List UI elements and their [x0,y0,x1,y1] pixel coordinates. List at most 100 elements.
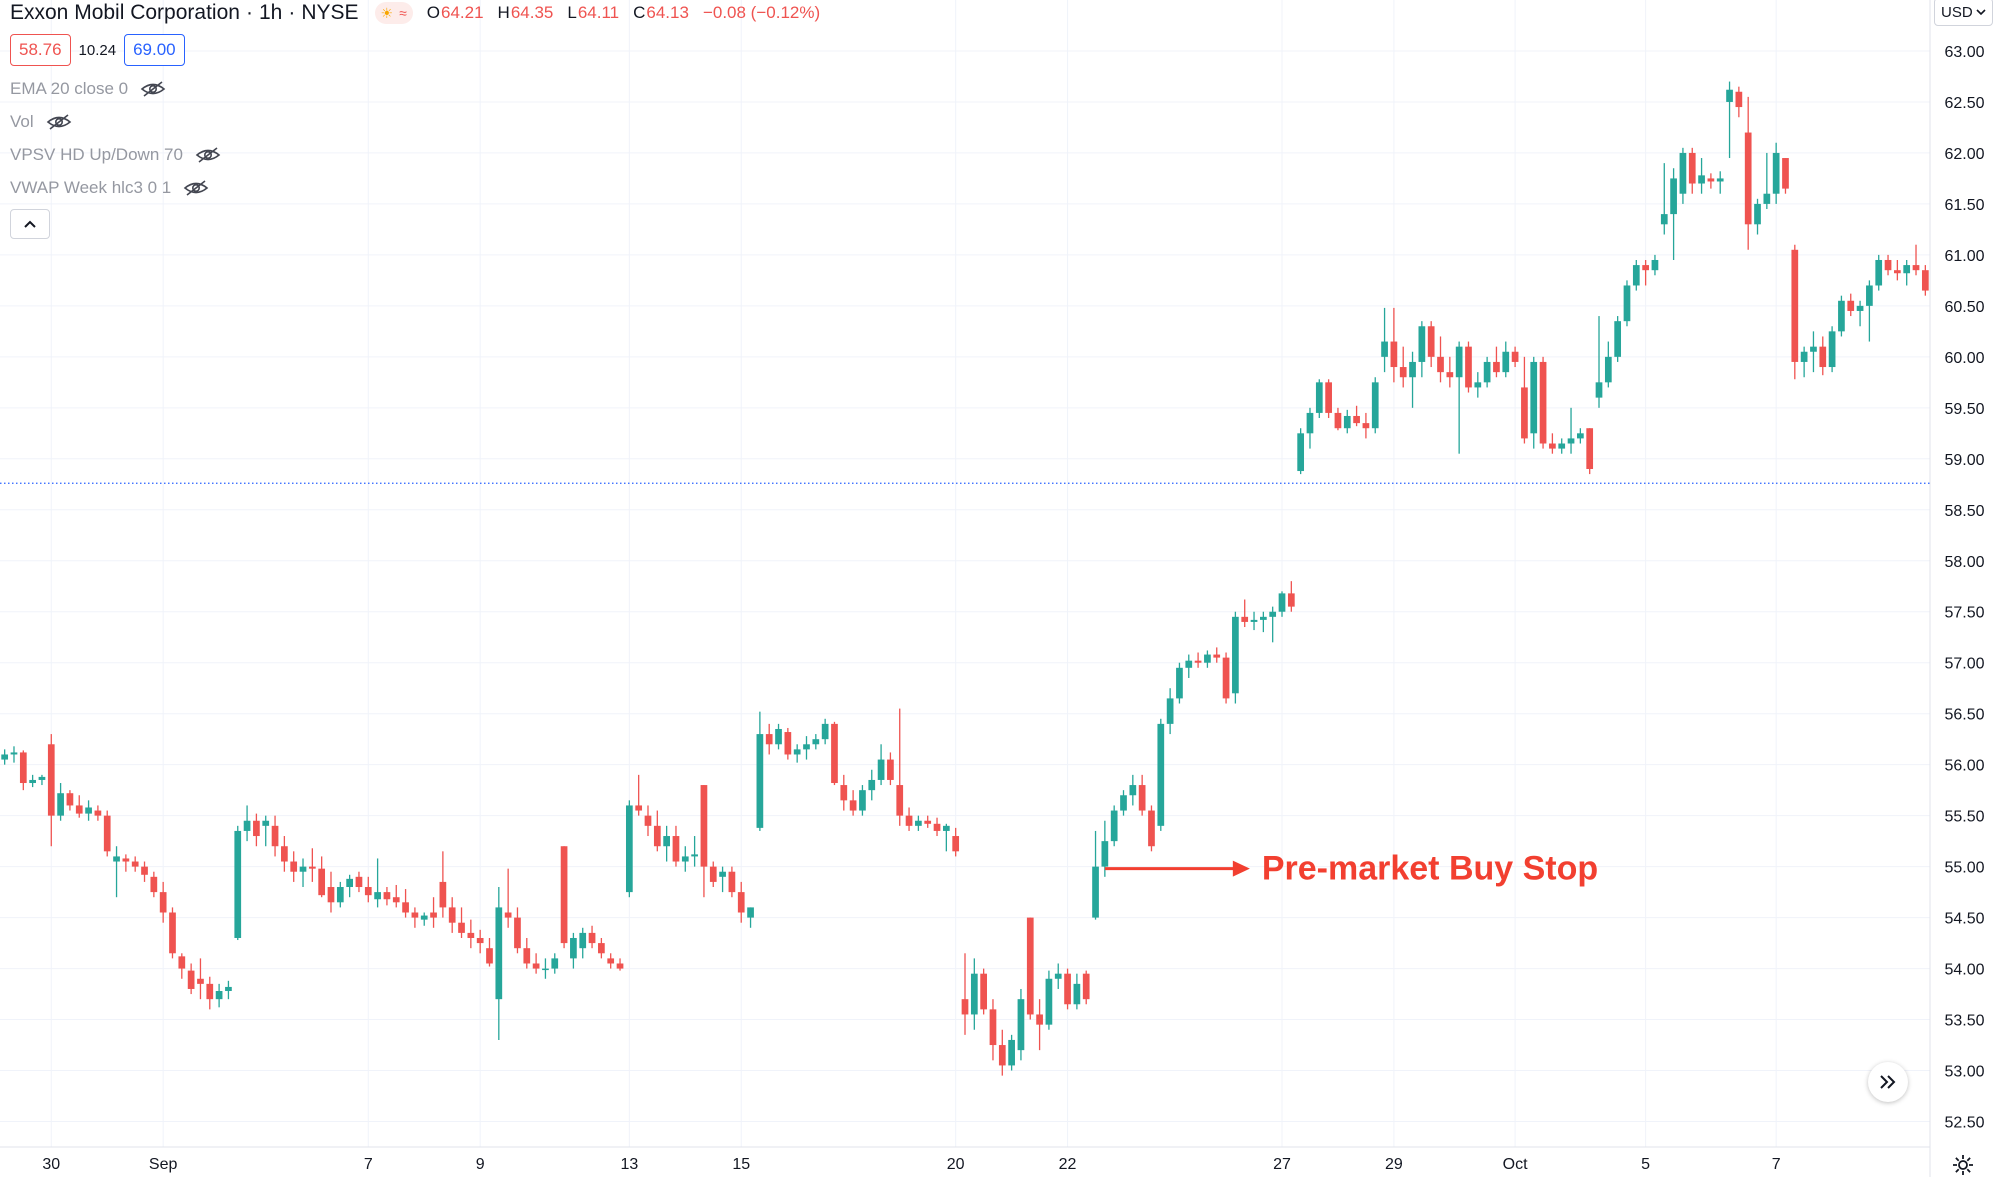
indicator-ema[interactable]: EMA 20 close 0 [10,77,166,101]
candle [961,953,969,1035]
candle [588,925,596,949]
market-status-badge[interactable]: ☀ ≈ [374,2,413,24]
candle [868,769,876,801]
candle [1754,198,1761,235]
indicator-label: Vol [10,112,34,131]
candle [318,856,326,898]
candle-body [1465,346,1472,388]
candle-body [1287,593,1295,607]
candle-body [1129,785,1137,796]
candle-body [821,723,829,740]
candle [1716,171,1724,194]
candle [1819,336,1827,376]
candle [1427,321,1435,368]
candle [495,887,503,1040]
candle-body [905,815,913,826]
candle [653,810,661,852]
chart-settings-button[interactable] [1950,1152,1976,1178]
candle-body [970,973,978,1015]
hidden-eye-icon[interactable] [195,146,221,164]
candle [103,810,111,857]
candle-body [775,728,782,745]
open-value: 64.21 [440,3,484,22]
candle [206,976,214,1010]
hidden-eye-icon[interactable] [46,113,72,131]
candle-body [1614,321,1622,357]
candle [1810,331,1817,373]
candle-body [281,846,288,862]
buy-price-button[interactable]: 69.00 [124,34,185,66]
candle-body [262,820,270,826]
candle-body [1120,795,1127,811]
indicator-vpsv[interactable]: VPSV HD Up/Down 70 [10,143,221,167]
candle-body [849,800,857,811]
candle-body [159,892,167,913]
hidden-eye-icon[interactable] [183,179,209,197]
candle-body [1847,300,1855,311]
close-value: 64.13 [646,3,689,22]
candles [1,81,1929,1076]
y-tick-label: 57.50 [1944,605,1984,622]
header-separator: · [288,1,296,24]
y-tick-label: 58.50 [1944,503,1984,520]
candle-body [1903,265,1911,274]
candle [1194,652,1202,668]
candle-body [1194,660,1202,663]
candle-body [19,752,27,784]
candle [1791,244,1799,380]
candle [1679,147,1687,204]
candle-body [1455,346,1463,378]
candle-body [1399,367,1407,378]
candle [1,749,9,765]
candle-body [1856,305,1864,311]
y-tick-label: 59.50 [1944,401,1984,418]
candle-body [327,887,335,903]
hidden-eye-icon[interactable] [140,80,166,98]
candle [933,817,941,837]
candle [1185,654,1193,679]
interval-label[interactable]: 1h [258,1,283,24]
candle [1483,356,1491,388]
candle-body [299,866,307,872]
scroll-to-realtime-button[interactable] [1868,1062,1908,1102]
candle-body [495,907,503,1000]
candle-body [933,823,941,831]
indicator-vwap[interactable]: VWAP Week hlc3 0 1 [10,176,209,200]
candle-body [625,805,633,893]
candle [187,963,195,995]
candle [793,744,801,763]
double-chevron-right-icon [1880,1075,1896,1089]
candle [1241,599,1249,628]
candle [1120,790,1127,816]
candle [243,805,251,842]
y-tick-label: 56.50 [1944,707,1984,724]
candle-body [579,932,587,949]
candle [364,876,372,903]
indicator-vol[interactable]: Vol [10,110,72,134]
indicator-label: VPSV HD Up/Down 70 [10,145,183,164]
candle [1008,1034,1015,1071]
symbol-name[interactable]: Exxon Mobil Corporation [10,1,240,24]
candle [1549,433,1556,454]
candle-body [1138,785,1146,811]
chart-header: Exxon Mobil Corporation · 1h · NYSE ☀ ≈ … [10,0,820,26]
candle [308,848,316,882]
indicator-label: VWAP Week hlc3 0 1 [10,178,172,197]
sell-price-button[interactable]: 58.76 [10,34,71,66]
candle [1726,81,1733,159]
candle-body [1334,412,1342,429]
candle [1884,254,1892,276]
collapse-indicators-button[interactable] [10,209,50,239]
spread-value: 10.24 [78,41,117,59]
candle-body [1073,983,1081,1005]
currency-selector[interactable]: USD [1934,0,1993,26]
candle-body [831,723,838,784]
x-tick-label: 7 [364,1156,373,1173]
x-tick-label: Oct [1503,1156,1528,1173]
y-tick-label: 57.00 [1944,656,1984,673]
candle-body [1054,973,1062,979]
candle [1213,647,1221,663]
candle-body [94,810,102,816]
candle [420,912,428,926]
